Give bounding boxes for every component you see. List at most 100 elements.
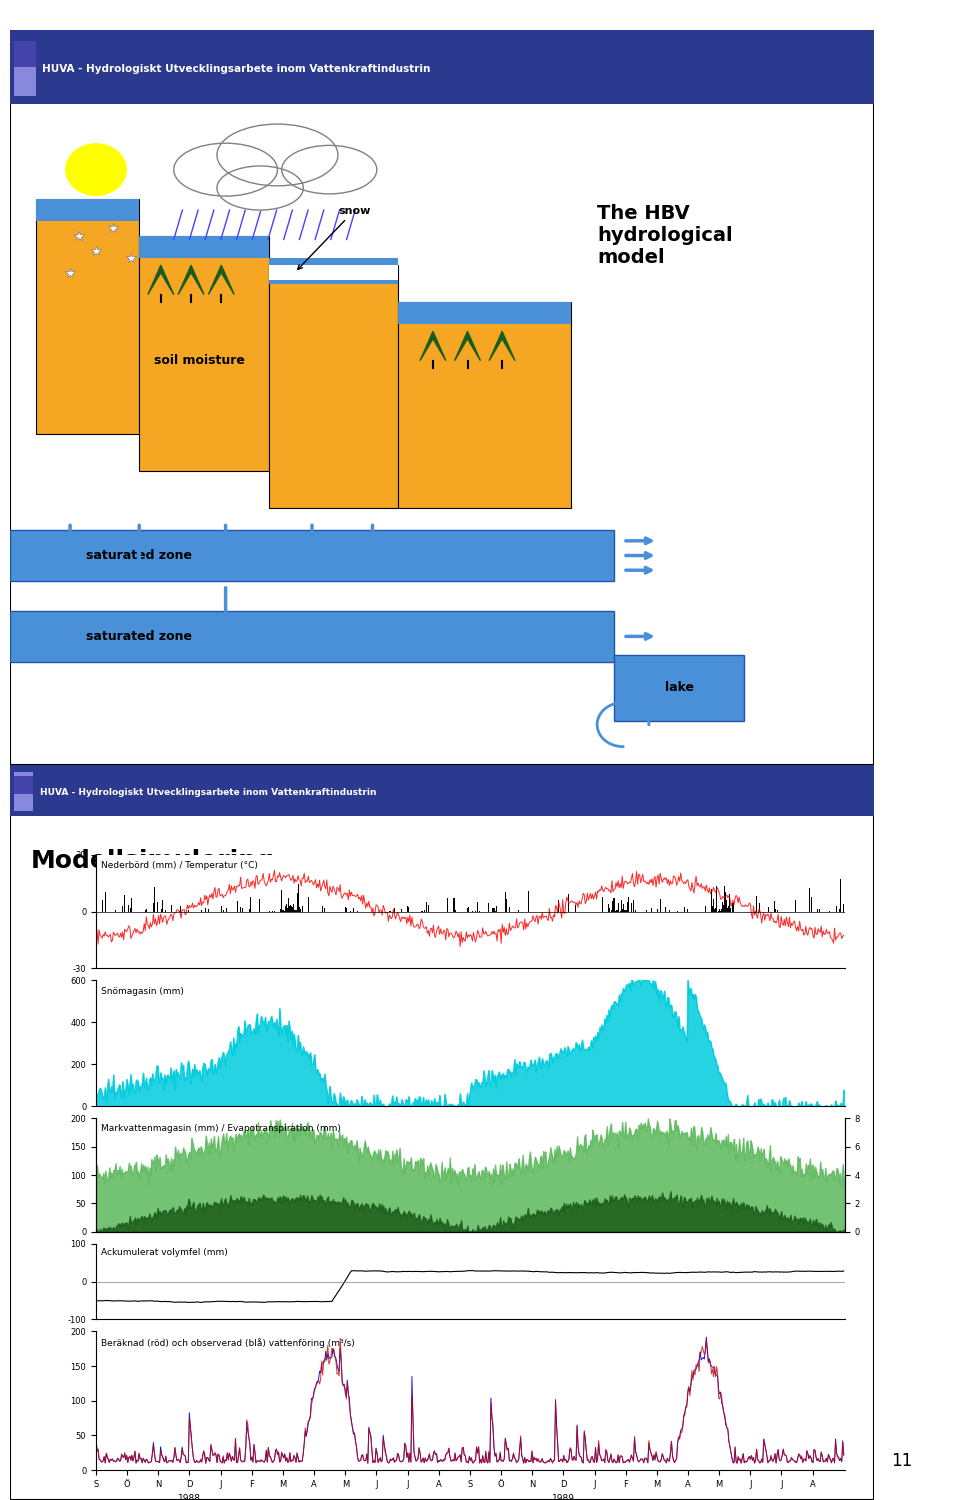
Bar — [122, 906, 123, 912]
Bar — [840, 879, 841, 912]
Bar — [269, 258, 398, 284]
Bar — [353, 908, 354, 912]
Bar — [426, 902, 427, 912]
Bar — [628, 897, 629, 912]
Bar — [492, 908, 493, 912]
Bar — [506, 898, 507, 912]
Bar — [811, 897, 812, 912]
Bar — [669, 910, 670, 912]
Bar — [290, 904, 292, 912]
Text: snow: snow — [298, 206, 371, 270]
Bar — [295, 910, 296, 912]
Bar — [282, 909, 283, 912]
Bar — [724, 886, 726, 912]
Bar — [36, 200, 139, 220]
Bar — [627, 902, 628, 912]
Bar — [602, 897, 603, 912]
Bar — [408, 906, 409, 912]
Polygon shape — [455, 332, 481, 362]
Bar — [684, 908, 685, 912]
Text: HUVA - Hydrologiskt Utvecklingsarbete inom Vattenkraftindustrin: HUVA - Hydrologiskt Utvecklingsarbete in… — [39, 788, 376, 796]
Bar — [624, 909, 625, 912]
Text: 1988: 1988 — [178, 1494, 201, 1500]
Bar — [716, 886, 717, 912]
Bar — [237, 902, 238, 912]
Bar — [664, 908, 666, 912]
Bar — [250, 909, 251, 912]
Circle shape — [65, 144, 127, 195]
Bar — [401, 909, 402, 912]
Bar — [269, 266, 398, 280]
Bar — [617, 903, 618, 912]
Text: soil moisture: soil moisture — [155, 354, 245, 368]
Bar — [723, 906, 724, 912]
Bar — [394, 908, 395, 912]
Bar — [626, 909, 627, 912]
Ellipse shape — [282, 146, 377, 194]
Bar — [346, 908, 347, 912]
Bar — [297, 892, 298, 912]
Bar — [36, 200, 139, 435]
Polygon shape — [208, 266, 234, 294]
Bar — [715, 908, 716, 912]
Bar — [574, 906, 576, 912]
Bar — [809, 888, 810, 912]
Bar — [568, 894, 569, 912]
Bar — [10, 30, 874, 104]
Bar — [296, 910, 297, 912]
Bar — [687, 909, 688, 912]
Bar — [223, 910, 224, 912]
Bar — [621, 900, 622, 912]
Bar — [13, 776, 33, 795]
Bar — [731, 908, 732, 912]
Text: The HBV
hydrological
model: The HBV hydrological model — [597, 204, 732, 267]
Bar — [705, 906, 706, 912]
Bar — [124, 896, 125, 912]
Bar — [509, 908, 510, 912]
Polygon shape — [148, 266, 174, 294]
Bar — [251, 897, 252, 912]
Bar — [324, 908, 325, 912]
Bar — [165, 909, 166, 912]
Bar — [622, 909, 623, 912]
Bar — [205, 908, 206, 912]
Bar — [819, 909, 820, 912]
Bar — [298, 884, 299, 912]
Text: Markvattenmagasin (mm) / Evapotranspiration (mm): Markvattenmagasin (mm) / Evapotranspirat… — [101, 1124, 341, 1132]
Bar — [729, 906, 730, 912]
Bar — [635, 910, 636, 912]
Bar — [712, 906, 713, 912]
Bar — [131, 908, 132, 912]
Bar — [299, 908, 300, 912]
Bar — [242, 908, 243, 912]
Bar — [795, 900, 796, 912]
Bar — [613, 898, 614, 912]
Bar — [157, 902, 158, 912]
Bar — [308, 897, 309, 912]
Bar — [447, 898, 448, 912]
Text: saturated zone: saturated zone — [86, 630, 192, 644]
Ellipse shape — [174, 142, 277, 196]
Bar — [286, 904, 287, 912]
Bar — [269, 266, 398, 507]
Text: 11: 11 — [891, 1452, 912, 1470]
Text: Modellsimulering: Modellsimulering — [31, 849, 276, 873]
Bar — [281, 890, 282, 912]
Bar — [609, 904, 610, 912]
Bar — [493, 908, 494, 912]
Bar — [722, 902, 723, 912]
Bar — [161, 909, 162, 912]
Text: Snömagasin (mm): Snömagasin (mm) — [101, 987, 184, 996]
Bar — [728, 909, 729, 912]
Bar — [631, 903, 632, 912]
Bar — [10, 530, 614, 582]
Bar — [775, 909, 776, 912]
Ellipse shape — [217, 166, 303, 210]
Bar — [477, 902, 478, 912]
Bar — [188, 910, 189, 912]
Bar — [843, 904, 844, 912]
Bar — [616, 909, 617, 912]
Bar — [839, 909, 840, 912]
Bar — [13, 45, 36, 96]
Bar — [730, 894, 731, 912]
